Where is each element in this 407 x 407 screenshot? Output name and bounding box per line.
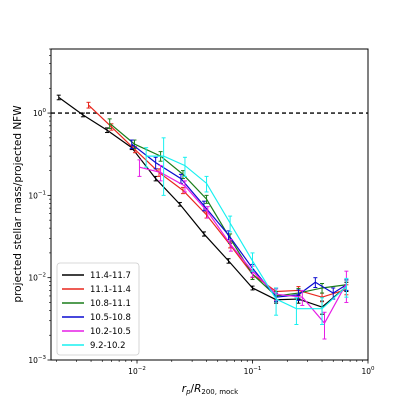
x-axis-ticks: 10−2 10−1 100 <box>128 360 375 376</box>
series-layer <box>56 94 349 340</box>
y-tick-label: 10−1 <box>28 190 46 200</box>
y-tick-label: 10−2 <box>28 273 46 283</box>
legend-label: 10.5-10.8 <box>90 313 131 323</box>
y-axis-label: projected stellar mass/projected NFW <box>12 105 24 303</box>
legend-items: 11.4-11.7 11.1-11.4 10.8-11.1 10.5-10.8 10.2… <box>62 271 131 351</box>
x-tick-label: 10−1 <box>244 366 262 376</box>
legend-label: 9.2-10.2 <box>90 341 126 351</box>
y-tick-label: 100 <box>33 108 47 118</box>
legend-label: 10.8-11.1 <box>90 299 131 309</box>
legend-label: 10.2-10.5 <box>90 327 131 337</box>
legend-box <box>56 262 140 356</box>
series-9.2-10.2 <box>144 137 349 325</box>
y-axis-ticks: 10−3 10−2 10−1 100 <box>28 108 51 365</box>
series-line <box>139 166 347 325</box>
x-axis-label: rp/R200, mock <box>182 383 239 396</box>
x-tick-label: 10−2 <box>128 366 146 376</box>
y-tick-label: 10−3 <box>28 355 46 365</box>
legend-label: 11.1-11.4 <box>90 285 131 295</box>
legend-label: 11.4-11.7 <box>90 271 131 281</box>
x-tick-label: 100 <box>361 366 375 376</box>
plot-frame <box>50 48 369 361</box>
legend: 11.4-11.7 11.1-11.4 10.8-11.1 10.5-10.8 10.2… <box>56 262 140 356</box>
series-line <box>146 155 347 310</box>
